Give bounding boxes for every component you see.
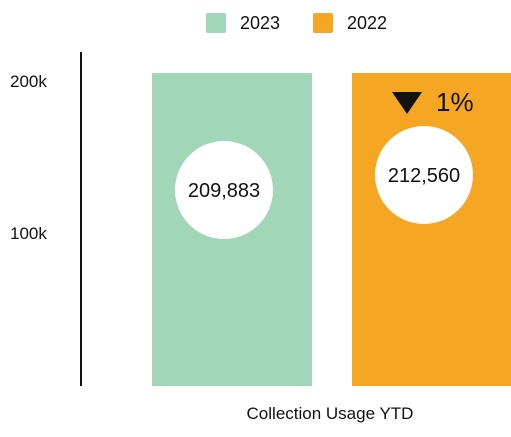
value-label-2022: 212,560: [388, 165, 460, 187]
legend-label-2022: 2022: [347, 12, 388, 33]
legend-item-2023: 2023: [206, 10, 280, 36]
value-label-2023: 209,883: [188, 180, 260, 202]
y-tick-label-200k: 200k: [10, 72, 47, 92]
change-percent: 1%: [436, 87, 474, 117]
triangle-down-icon: [392, 91, 422, 114]
value-circle-2022: [375, 126, 473, 224]
change-indicator: 1%: [392, 87, 474, 118]
value-circle-2023: [175, 141, 273, 239]
y-tick-label-100k: 100k: [10, 224, 47, 244]
x-axis-label: Collection Usage YTD: [246, 404, 414, 423]
legend-label-2023: 2023: [240, 12, 281, 33]
legend-item-2022: 2022: [313, 10, 387, 36]
legend-swatch-2023: [206, 13, 226, 33]
bar-2022: [352, 73, 511, 386]
legend-swatch-2022: [313, 13, 333, 33]
legend: 2023 2022: [0, 10, 511, 36]
